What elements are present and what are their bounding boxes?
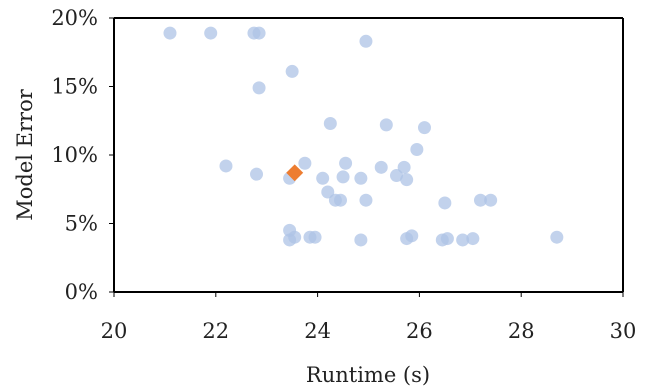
data-point — [204, 26, 218, 40]
data-point — [339, 156, 353, 170]
data-point — [374, 160, 388, 174]
x-tick-label: 22 — [202, 319, 229, 343]
x-axis-label: Runtime (s) — [306, 363, 430, 387]
data-point — [397, 160, 411, 174]
plot-frame — [113, 17, 624, 293]
x-tick-label: 26 — [406, 319, 433, 343]
data-point — [359, 193, 373, 207]
data-point — [308, 230, 322, 244]
data-point — [250, 167, 264, 181]
data-point — [400, 173, 414, 187]
data-point — [252, 81, 266, 95]
x-axis-ticks: 20 22 24 26 28 30 — [101, 292, 637, 343]
data-point — [484, 193, 498, 207]
data-point — [473, 193, 487, 207]
x-tick-label: 20 — [101, 319, 128, 343]
data-point — [417, 121, 431, 135]
y-tick-label: 15% — [51, 75, 98, 99]
data-point — [456, 233, 470, 247]
highlight-point — [286, 164, 304, 182]
y-tick-label: 10% — [51, 143, 98, 167]
y-tick-label: 0% — [65, 280, 98, 304]
x-tick-label: 30 — [610, 319, 637, 343]
y-axis-ticks: 0% 5% 10% 15% 20% — [51, 6, 114, 304]
data-point — [354, 233, 368, 247]
data-point — [389, 169, 403, 183]
x-tick-label: 28 — [508, 319, 535, 343]
data-point — [252, 26, 266, 40]
data-point — [334, 193, 348, 207]
x-tick-label: 24 — [304, 319, 331, 343]
y-axis-label: Model Error — [13, 88, 37, 220]
data-point — [359, 34, 373, 48]
data-point — [440, 232, 454, 246]
data-point — [321, 185, 335, 199]
data-point — [379, 118, 393, 132]
data-point — [316, 171, 330, 185]
data-point — [410, 143, 424, 157]
y-tick-label: 20% — [51, 6, 98, 30]
data-point — [336, 170, 350, 184]
data-point — [219, 159, 233, 173]
data-point — [550, 230, 564, 244]
y-tick-label: 5% — [65, 212, 98, 236]
data-point — [438, 196, 452, 210]
data-point — [323, 116, 337, 130]
data-point — [354, 171, 368, 185]
data-point — [298, 156, 312, 170]
data-point — [466, 232, 480, 246]
data-point — [288, 230, 302, 244]
data-point — [163, 26, 177, 40]
data-point — [405, 229, 419, 243]
points-layer — [163, 26, 564, 247]
data-point — [285, 64, 299, 78]
